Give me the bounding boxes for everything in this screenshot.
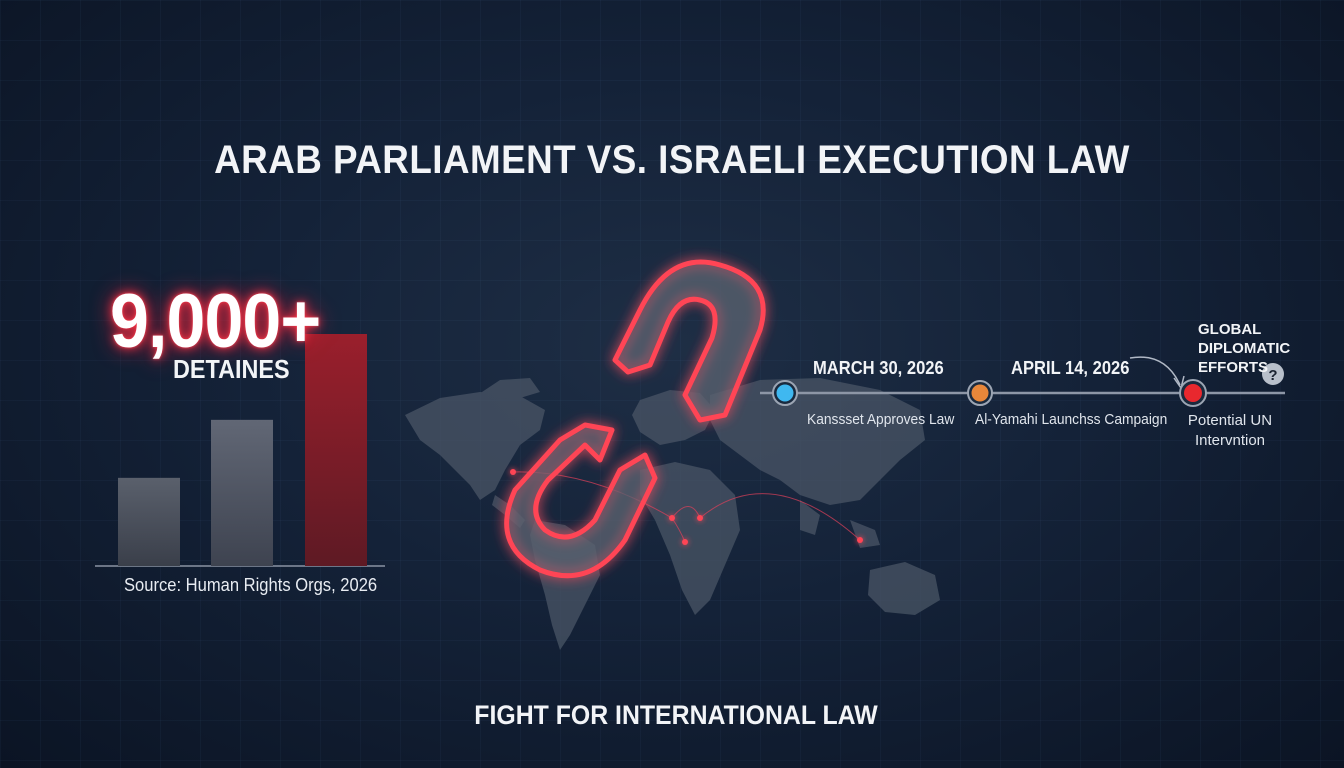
detainee-bar-chart (95, 334, 385, 567)
detainee-count: 9,000+ (110, 279, 321, 364)
detainee-label: DETAINES (173, 354, 290, 384)
chart-source: Source: Human Rights Orgs, 2026 (124, 575, 378, 595)
timeline-date-2: APRIL 14, 2026 (1011, 358, 1130, 378)
global-efforts-label: GLOBAL DIPLOMATIC EFFORTS (1198, 321, 1291, 376)
footer-slogan: FIGHT FOR INTERNATIONAL LAW (474, 700, 878, 730)
timeline-label-3: Potential UN Intervntion (1187, 412, 1273, 449)
bar-3 (305, 334, 367, 566)
bar-2 (211, 419, 273, 566)
timeline-label-2: Al-Yamahi Launchss Campaign (975, 411, 1168, 428)
bar-1 (118, 477, 180, 566)
timeline-date-1: MARCH 30, 2026 (813, 358, 944, 378)
timeline-label-1: Kanssset Approves Law (807, 411, 955, 428)
page-title: ARAB PARLIAMENT VS. ISRAELI EXECUTION LA… (214, 138, 1130, 182)
